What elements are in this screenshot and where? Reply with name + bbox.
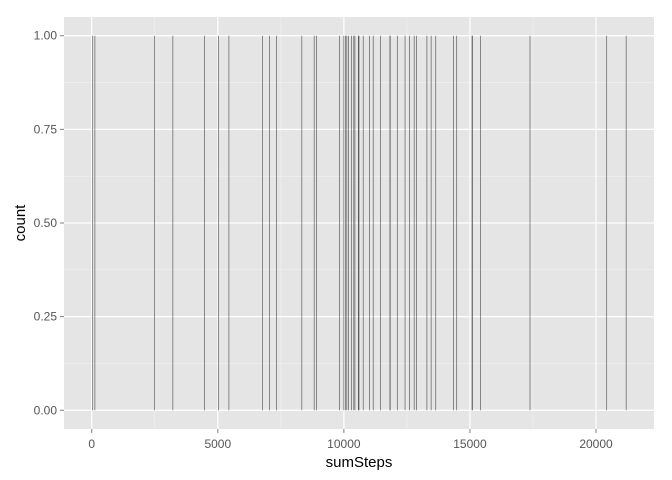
histogram-bar (435, 35, 437, 411)
histogram-bars (92, 35, 627, 411)
y-tick-label: 0.00 (34, 403, 58, 417)
histogram-bar (453, 35, 454, 411)
histogram-bar (426, 35, 428, 411)
x-tick-label: 20000 (579, 437, 613, 451)
histogram-bar (301, 35, 303, 411)
histogram-bar (351, 35, 352, 411)
histogram-bar (369, 35, 370, 411)
histogram-bar (343, 35, 345, 411)
histogram-bar (413, 35, 415, 411)
histogram-bar (276, 35, 277, 411)
y-tick-label: 0.50 (34, 216, 58, 230)
histogram-bar (354, 35, 356, 411)
x-tick-label: 5000 (204, 437, 231, 451)
histogram-bar (409, 35, 410, 411)
histogram-bar (345, 35, 346, 411)
x-tick-label: 10000 (327, 437, 361, 451)
histogram-bar (456, 35, 458, 411)
histogram-bar (480, 35, 481, 411)
histogram-bar (625, 35, 627, 411)
histogram-bar (389, 35, 391, 411)
x-tick-label: 15000 (453, 437, 487, 451)
histogram-bar (372, 35, 374, 411)
histogram-bar (430, 35, 432, 411)
histogram-bar (92, 35, 94, 411)
y-tick-label: 1.00 (34, 29, 58, 43)
histogram-bar (204, 35, 205, 411)
histogram-bar (346, 35, 348, 411)
histogram-bar (316, 35, 317, 411)
y-tick-label: 0.25 (34, 310, 58, 324)
histogram-bar (339, 35, 340, 411)
histogram-bar (228, 35, 230, 411)
histogram-bar (380, 35, 381, 411)
histogram-bar (471, 35, 473, 411)
histogram-bar (353, 35, 355, 411)
histogram-bar (358, 35, 359, 411)
histogram-bar (94, 35, 96, 411)
histogram-bar (348, 35, 349, 411)
x-tick-label: 0 (88, 437, 95, 451)
histogram-bar (358, 35, 360, 411)
histogram-bar (606, 35, 608, 411)
histogram-bar (269, 35, 270, 411)
histogram-bar (472, 35, 473, 411)
y-axis-title: count (12, 204, 29, 242)
histogram-bar (313, 35, 315, 411)
y-axis: 0.00 0.25 0.50 0.75 1.00 (34, 29, 64, 417)
histogram-bar (396, 35, 398, 411)
histogram-bar (362, 35, 364, 411)
histogram-bar (154, 35, 155, 411)
histogram-bar (529, 35, 531, 411)
histogram-bar (404, 35, 406, 411)
histogram-bar (172, 35, 174, 411)
x-axis: 0 5000 10000 15000 20000 (88, 429, 613, 451)
histogram-bar (217, 35, 219, 411)
y-tick-label: 0.75 (34, 122, 58, 136)
x-axis-title: sumSteps (326, 454, 393, 471)
histogram-bar (262, 35, 263, 411)
histogram-bar (416, 35, 417, 411)
